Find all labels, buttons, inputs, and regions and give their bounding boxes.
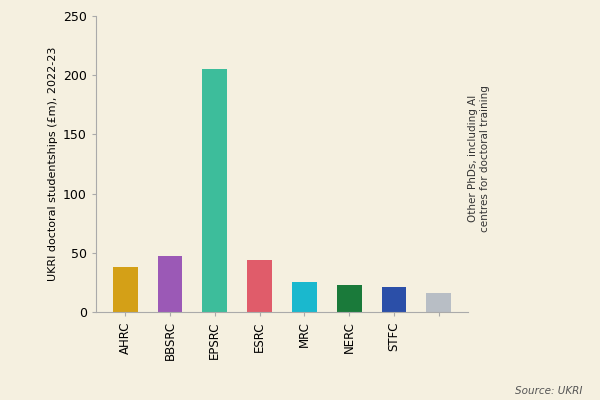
Bar xyxy=(202,69,227,312)
Bar xyxy=(382,287,406,312)
Bar xyxy=(292,282,317,312)
Bar xyxy=(113,267,137,312)
Bar xyxy=(247,260,272,312)
Bar xyxy=(158,256,182,312)
Text: Source: UKRI: Source: UKRI xyxy=(515,386,582,396)
Text: Other PhDs, including AI
centres for doctoral training: Other PhDs, including AI centres for doc… xyxy=(468,85,490,232)
Y-axis label: UKRI doctoral studentships (£m), 2022-23: UKRI doctoral studentships (£m), 2022-23 xyxy=(47,47,58,281)
Bar xyxy=(337,285,362,312)
Bar xyxy=(427,293,451,312)
